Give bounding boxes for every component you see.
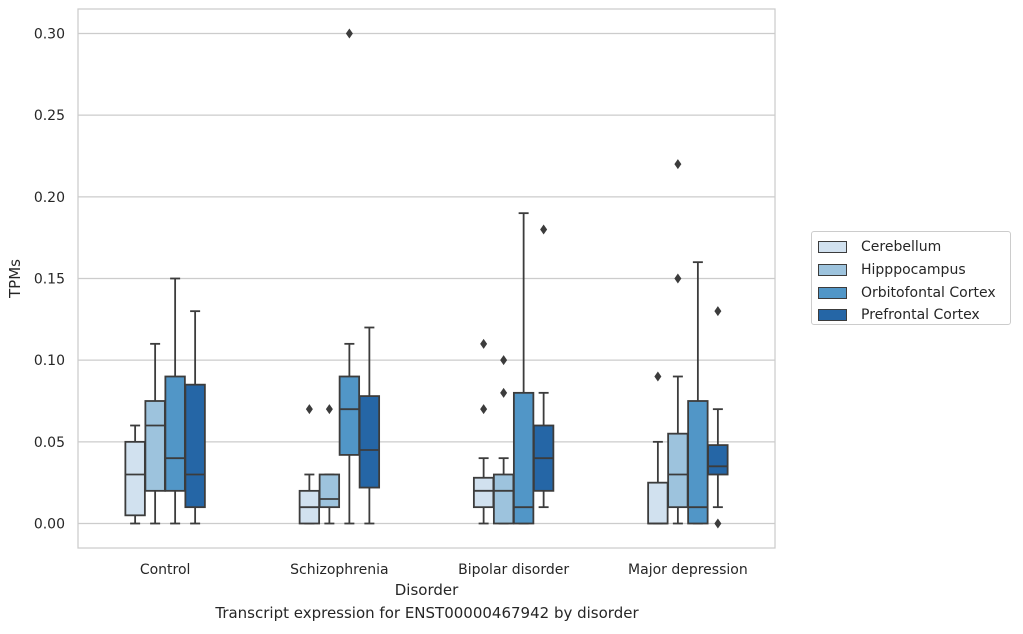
box-group xyxy=(667,159,689,525)
outlier-point xyxy=(714,518,722,529)
box xyxy=(512,391,535,525)
chart-caption: Transcript expression for ENST0000046794… xyxy=(215,604,639,622)
box xyxy=(472,476,495,509)
outlier-point xyxy=(500,355,508,366)
y-axis-label: TPMs xyxy=(6,259,24,299)
box-group xyxy=(164,277,186,525)
box-group xyxy=(184,310,206,525)
y-tick-label: 0.20 xyxy=(34,190,65,206)
box xyxy=(144,400,166,492)
box-group xyxy=(512,212,535,525)
outlier-point xyxy=(500,387,508,398)
outlier-point xyxy=(305,404,313,415)
box xyxy=(667,432,689,509)
box xyxy=(707,444,729,476)
axes: Disorder TPMs xyxy=(6,8,776,599)
outlier-point xyxy=(674,273,682,284)
outlier-point xyxy=(540,224,548,235)
box-group xyxy=(707,306,729,529)
box-group xyxy=(318,404,341,525)
box-group xyxy=(532,224,555,509)
x-tick-label: Major depression xyxy=(628,562,748,578)
box-group xyxy=(647,371,669,525)
y-tick-label: 0.10 xyxy=(34,353,65,369)
outlier-point xyxy=(674,159,682,170)
y-tick-label: 0.05 xyxy=(34,435,65,451)
box-group xyxy=(492,355,515,525)
box xyxy=(687,400,709,525)
box-group xyxy=(298,404,321,525)
legend-label-cerebellum: Cerebellum xyxy=(861,239,942,256)
legend-label-prefrontal: Prefrontal Cortex xyxy=(861,307,980,324)
tick-labels: 0.00 0.05 0.10 0.15 0.20 0.25 0.30 Control Schiz… xyxy=(34,27,748,579)
box-group xyxy=(472,338,495,525)
legend-item-hippocampus: Hipppocampus xyxy=(818,259,1010,282)
y-tick-label: 0.25 xyxy=(34,108,65,124)
box-group xyxy=(358,326,381,525)
boxes xyxy=(124,28,729,529)
y-tick-label: 0.15 xyxy=(34,272,65,288)
outlier-point xyxy=(325,404,333,415)
legend-swatch-orbitofrontal xyxy=(818,286,847,299)
box-group xyxy=(338,28,361,525)
outlier-point xyxy=(480,338,488,349)
legend-swatch-hippocampus xyxy=(818,264,847,277)
y-tick-label: 0.00 xyxy=(34,517,65,533)
x-axis-label: Disorder xyxy=(395,581,459,599)
box xyxy=(338,375,361,456)
outlier-point xyxy=(345,28,353,39)
outlier-point xyxy=(480,404,488,415)
legend: Cerebellum Hipppocampus Orbitofontal Cor… xyxy=(811,231,1011,325)
box xyxy=(184,383,206,509)
legend-item-prefrontal: Prefrontal Cortex xyxy=(818,304,1010,327)
box xyxy=(647,481,669,525)
x-tick-label: Schizophrenia xyxy=(290,562,388,578)
x-tick-label: Control xyxy=(140,562,191,578)
box xyxy=(358,395,381,489)
legend-swatch-prefrontal xyxy=(818,309,847,322)
legend-label-orbitofrontal: Orbitofontal Cortex xyxy=(861,284,996,301)
box xyxy=(318,473,341,509)
box-group xyxy=(124,424,146,525)
plot-frame xyxy=(77,8,776,549)
box-group xyxy=(687,261,709,525)
box xyxy=(492,473,515,525)
legend-item-orbitofrontal: Orbitofontal Cortex xyxy=(818,281,1010,304)
outlier-point xyxy=(654,371,662,382)
y-tick-label: 0.30 xyxy=(34,27,65,43)
box xyxy=(124,440,146,517)
legend-item-cerebellum: Cerebellum xyxy=(818,236,1010,259)
x-tick-label: Bipolar disorder xyxy=(458,562,569,578)
box-group xyxy=(144,342,166,525)
outlier-point xyxy=(714,306,722,317)
box xyxy=(164,375,186,492)
legend-swatch-cerebellum xyxy=(818,241,847,254)
legend-label-hippocampus: Hipppocampus xyxy=(861,262,966,279)
